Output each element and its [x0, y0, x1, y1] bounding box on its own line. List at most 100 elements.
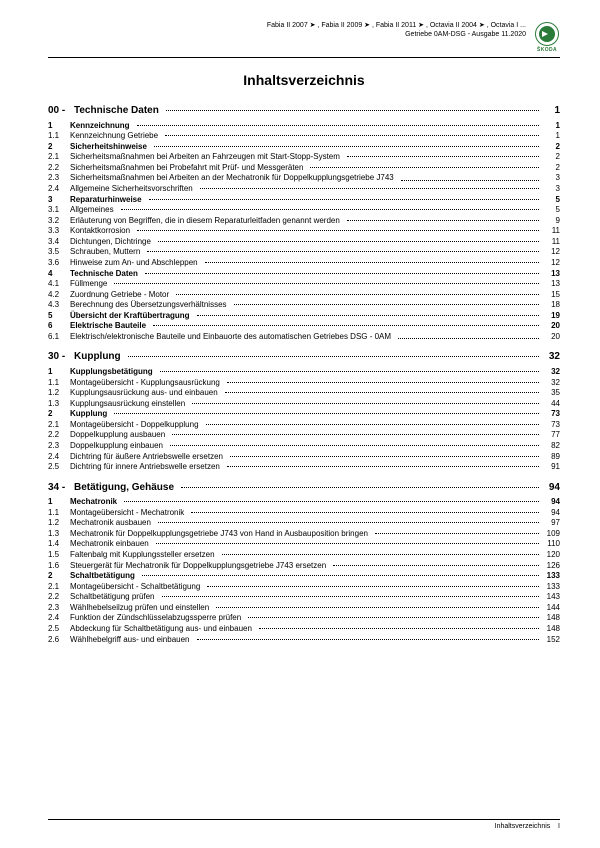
- toc-row: 2.1Montageübersicht - Doppelkupplung73: [48, 421, 560, 429]
- toc-page: 3: [542, 185, 560, 193]
- toc-num: 2: [48, 143, 70, 151]
- toc-page: 133: [542, 583, 560, 591]
- toc-num: 1: [48, 368, 70, 376]
- toc-page: 1: [542, 122, 560, 130]
- toc-label: Übersicht der Kraftübertragung: [70, 312, 194, 320]
- toc-num: 34 -: [48, 483, 74, 494]
- toc-page: 133: [542, 572, 560, 580]
- toc-page: 12: [542, 248, 560, 256]
- toc-label: Allgemeines: [70, 206, 118, 214]
- toc-row: 3.6Hinweise zum An- und Abschleppen12: [48, 259, 560, 267]
- toc-leader-dots: [154, 146, 539, 147]
- toc-label: Montageübersicht - Kupplungsausrückung: [70, 379, 224, 387]
- toc-page: 35: [542, 389, 560, 397]
- toc-leader-dots: [170, 445, 539, 446]
- toc-label: Sicherheitsmaßnahmen bei Probefahrt mit …: [70, 164, 307, 172]
- toc-label: Wählhebelseilzug prüfen und einstellen: [70, 604, 213, 612]
- toc-page: 5: [542, 196, 560, 204]
- toc-num: 1.1: [48, 379, 70, 387]
- toc-row: 3.4Dichtungen, Dichtringe11: [48, 238, 560, 246]
- toc-page: 77: [542, 431, 560, 439]
- toc-page: 110: [542, 540, 560, 548]
- toc-leader-dots: [114, 283, 539, 284]
- toc-leader-dots: [259, 628, 539, 629]
- header: Fabia II 2007 ➤ , Fabia II 2009 ➤ , Fabi…: [48, 22, 560, 58]
- toc-num: 2.4: [48, 614, 70, 622]
- toc-label: Sicherheitsmaßnahmen bei Arbeiten an Fah…: [70, 153, 344, 161]
- toc-row: 2Sicherheitshinweise2: [48, 143, 560, 151]
- toc-num: 2.1: [48, 583, 70, 591]
- toc-num: 3.3: [48, 227, 70, 235]
- toc-label: Schrauben, Muttern: [70, 248, 144, 256]
- brand-name: ŠKODA: [534, 47, 560, 53]
- toc-label: Schaltbetätigung: [70, 572, 139, 580]
- toc-label: Elektrische Bauteile: [70, 322, 150, 330]
- toc-page: 73: [542, 410, 560, 418]
- toc-leader-dots: [248, 617, 539, 618]
- toc-row: 2.1Sicherheitsmaßnahmen bei Arbeiten an …: [48, 153, 560, 161]
- toc-page: 2: [542, 143, 560, 151]
- toc-num: 6: [48, 322, 70, 330]
- toc-row: 2.5Abdeckung für Schaltbetätigung aus- u…: [48, 625, 560, 633]
- toc-row: 2.3Doppelkupplung einbauen82: [48, 442, 560, 450]
- toc-leader-dots: [121, 209, 539, 210]
- toc-page: 2: [542, 164, 560, 172]
- toc-label: Mechatronik ausbauen: [70, 519, 155, 527]
- toc-row: 00 -Technische Daten1: [48, 106, 560, 117]
- toc-num: 2.3: [48, 442, 70, 450]
- toc-row: 5Übersicht der Kraftübertragung19: [48, 312, 560, 320]
- footer: Inhaltsverzeichnis I: [48, 819, 560, 830]
- toc-leader-dots: [149, 199, 539, 200]
- toc-leader-dots: [142, 575, 539, 576]
- brand-logo: ŠKODA: [534, 22, 560, 53]
- toc-label: Abdeckung für Schaltbetätigung aus- und …: [70, 625, 256, 633]
- toc-page: 11: [542, 238, 560, 246]
- toc-label: Kupplungsbetätigung: [70, 368, 157, 376]
- header-line-1: Fabia II 2007 ➤ , Fabia II 2009 ➤ , Fabi…: [48, 22, 526, 31]
- toc-row: 1.2Mechatronik ausbauen97: [48, 519, 560, 527]
- toc-num: 2.2: [48, 431, 70, 439]
- toc-leader-dots: [197, 639, 540, 640]
- toc-leader-dots: [347, 156, 539, 157]
- toc-num: 1.2: [48, 519, 70, 527]
- page-title: Inhaltsverzeichnis: [48, 72, 560, 88]
- toc-label: Steuergerät für Mechatronik für Doppelku…: [70, 562, 330, 570]
- toc-page: 3: [542, 174, 560, 182]
- toc-row: 2Schaltbetätigung133: [48, 572, 560, 580]
- toc-leader-dots: [310, 167, 539, 168]
- toc-page: 20: [542, 333, 560, 341]
- toc-num: 2.3: [48, 174, 70, 182]
- toc-page: 120: [542, 551, 560, 559]
- toc-leader-dots: [165, 135, 539, 136]
- toc-label: Reparaturhinweise: [70, 196, 146, 204]
- toc-label: Wählhebelgriff aus- und einbauen: [70, 636, 194, 644]
- page: Fabia II 2007 ➤ , Fabia II 2009 ➤ , Fabi…: [0, 0, 600, 848]
- toc-page: 15: [542, 291, 560, 299]
- toc-leader-dots: [153, 325, 539, 326]
- toc-leader-dots: [137, 230, 539, 231]
- toc-page: 12: [542, 259, 560, 267]
- toc-label: Kontaktkorrosion: [70, 227, 134, 235]
- toc-row: 3.1Allgemeines5: [48, 206, 560, 214]
- toc-page: 5: [542, 206, 560, 214]
- toc-num: 1.1: [48, 509, 70, 517]
- toc-leader-dots: [172, 434, 539, 435]
- toc-leader-dots: [200, 188, 539, 189]
- toc-num: 3.4: [48, 238, 70, 246]
- header-text: Fabia II 2007 ➤ , Fabia II 2009 ➤ , Fabi…: [48, 22, 534, 40]
- toc-num: 1.5: [48, 551, 70, 559]
- toc-label: Sicherheitshinweise: [70, 143, 151, 151]
- toc-leader-dots: [205, 262, 539, 263]
- toc-label: Mechatronik einbauen: [70, 540, 153, 548]
- toc-label: Faltenbalg mit Kupplungssteller ersetzen: [70, 551, 219, 559]
- toc-leader-dots: [158, 241, 539, 242]
- toc-label: Dichtring für äußere Antriebswelle erset…: [70, 453, 227, 461]
- toc-num: 00 -: [48, 106, 74, 117]
- toc-row: 1Kennzeichnung1: [48, 122, 560, 130]
- toc-page: 94: [542, 509, 560, 517]
- toc-leader-dots: [225, 392, 539, 393]
- toc-row: 2Kupplung73: [48, 410, 560, 418]
- toc-row: 3.3Kontaktkorrosion11: [48, 227, 560, 235]
- toc-leader-dots: [192, 403, 539, 404]
- toc-leader-dots: [176, 294, 539, 295]
